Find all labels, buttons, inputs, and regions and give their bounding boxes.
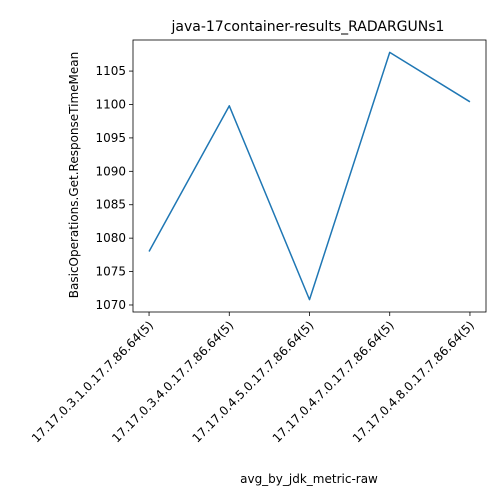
x-axis-label: avg_by_jdk_metric-raw	[240, 472, 378, 486]
y-tick-label: 1095	[95, 131, 126, 145]
plot-area	[132, 39, 487, 313]
y-axis-ticks: 1070 1075 1080 1085 1090 1095 1100 1105	[95, 64, 133, 312]
y-axis-label: BasicOperations.Get.ResponseTimeMean	[67, 52, 81, 298]
y-tick-label: 1105	[95, 64, 126, 78]
x-axis-ticks: 17.17.0.3.1.0.17.7.86.64(5)17.17.0.3.4.0…	[29, 312, 477, 445]
y-tick-label: 1090	[95, 164, 126, 178]
y-tick-label: 1085	[95, 198, 126, 212]
y-tick-label: 1075	[95, 265, 126, 279]
chart-title: java-17container-results_RADARGUNs1	[171, 19, 445, 35]
series-line	[148, 51, 471, 301]
y-tick-label: 1100	[95, 97, 126, 111]
plot-frame	[132, 39, 487, 313]
y-tick-label: 1080	[95, 231, 126, 245]
y-tick-label: 1070	[95, 298, 126, 312]
